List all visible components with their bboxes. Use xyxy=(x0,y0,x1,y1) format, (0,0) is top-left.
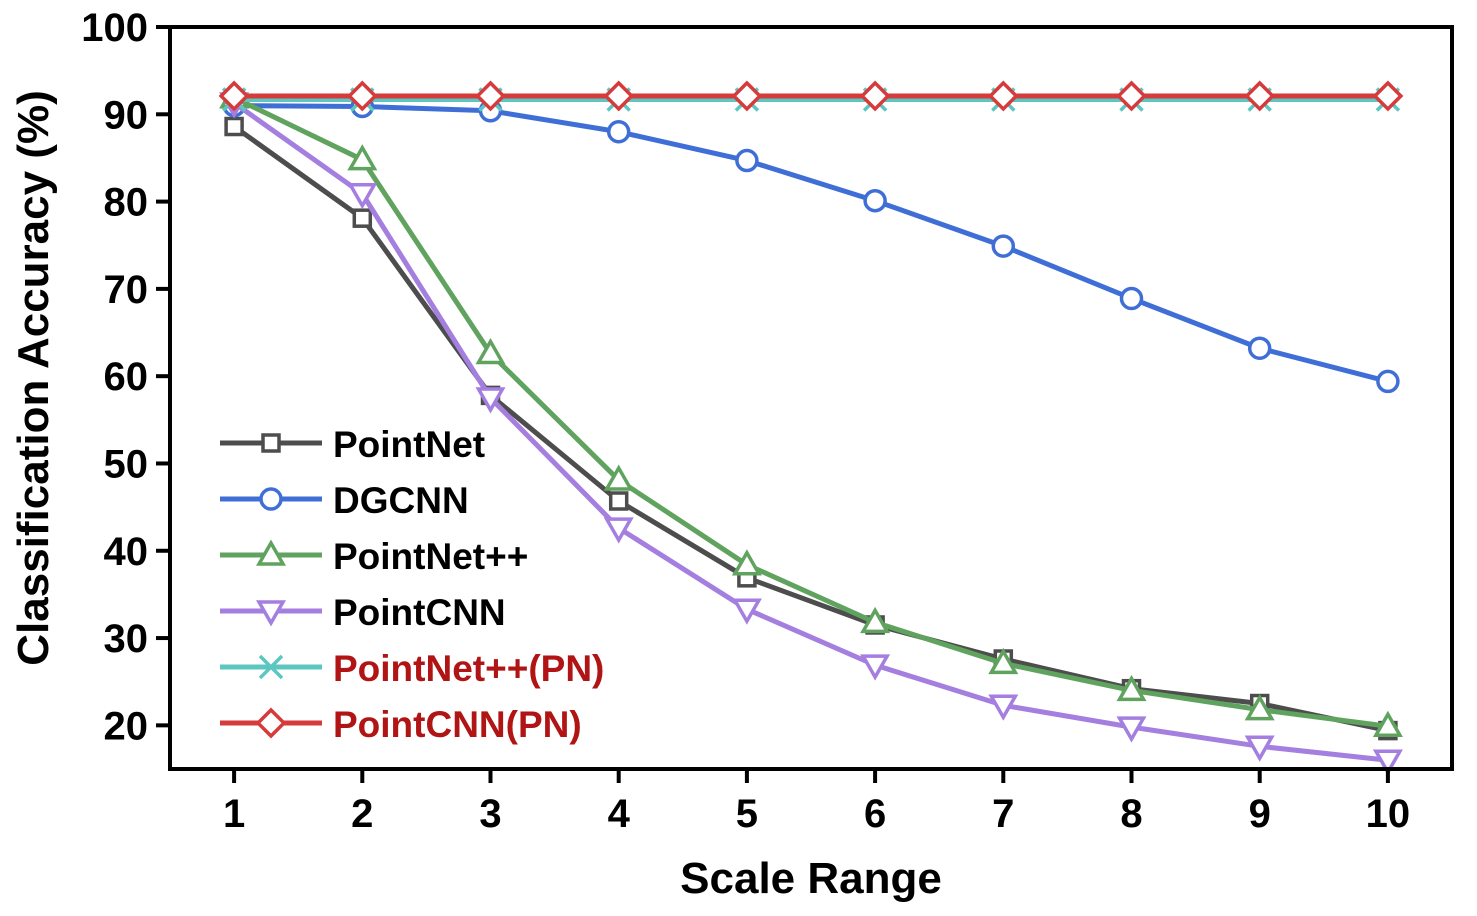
point-pointcnn-pn xyxy=(1116,80,1147,112)
point-pointcnn xyxy=(731,598,762,625)
legend-label: PointCNN xyxy=(333,592,506,633)
legend-marker xyxy=(259,487,283,511)
point-pointnet xyxy=(347,144,378,171)
y-tick-label: 60 xyxy=(104,355,149,399)
series-layer xyxy=(218,80,1404,776)
point-pointcnn-pn xyxy=(475,80,506,112)
point-pointcnn xyxy=(1116,716,1147,743)
x-tick-label: 6 xyxy=(864,792,886,836)
y-tick-label: 40 xyxy=(104,530,149,574)
point-pointcnn xyxy=(860,654,891,681)
legend-item-dgcnn: DGCNN xyxy=(220,480,469,521)
legend: PointNet DGCNN PointNet++ PointCNN PointNet+… xyxy=(220,424,604,745)
y-tick-label: 70 xyxy=(104,268,149,312)
series-line-pointnet xyxy=(233,95,1389,729)
point-pointcnn-pn xyxy=(859,80,891,112)
series-pointcnn-pn xyxy=(218,80,1404,112)
point-pointcnn xyxy=(475,387,506,414)
point-pointcnn xyxy=(988,694,1019,721)
legend-label: PointCNN(PN) xyxy=(333,704,582,745)
point-dgcnn xyxy=(863,188,887,213)
point-pointcnn xyxy=(1372,749,1403,776)
point-pointcnn-pn xyxy=(1244,80,1276,112)
legend-marker xyxy=(261,433,281,453)
point-dgcnn xyxy=(1376,369,1400,394)
y-axis-label: Classification Accuracy (%) xyxy=(9,90,58,665)
series-dgcnn xyxy=(222,93,1400,394)
y-tick-label: 50 xyxy=(104,442,149,486)
legend-item-pointnet-pn: PointNet++(PN) xyxy=(220,648,604,689)
point-dgcnn xyxy=(1247,336,1272,360)
point-pointnet xyxy=(603,464,634,491)
y-tick-label: 20 xyxy=(104,704,149,748)
legend-marker xyxy=(258,654,284,680)
y-tick-label: 100 xyxy=(81,6,148,50)
point-pointcnn xyxy=(1244,735,1275,762)
legend-label: PointNet xyxy=(333,424,485,465)
y-tick-label: 90 xyxy=(104,93,149,137)
point-pointcnn-pn xyxy=(218,80,250,112)
point-pointcnn xyxy=(347,182,378,210)
legend-label: DGCNN xyxy=(333,480,469,521)
point-pointnet xyxy=(475,337,506,365)
point-pointnet xyxy=(224,116,244,137)
point-dgcnn xyxy=(735,148,759,173)
series-line-pointnet xyxy=(232,124,1389,734)
point-pointnet xyxy=(352,208,373,228)
series-pointnet xyxy=(219,82,1403,737)
point-dgcnn xyxy=(606,120,631,144)
legend-label: PointNet++(PN) xyxy=(333,648,604,689)
point-pointcnn-pn xyxy=(603,80,635,112)
x-tick-label: 5 xyxy=(736,792,758,836)
point-dgcnn xyxy=(991,234,1016,258)
point-pointcnn-pn xyxy=(1372,80,1404,112)
legend-item-pointnet: PointNet xyxy=(220,424,485,465)
legend-label: PointNet++ xyxy=(333,536,528,577)
legend-marker xyxy=(255,600,287,627)
point-pointnet xyxy=(1244,694,1275,721)
plot-frame xyxy=(168,25,1454,771)
x-axis-label: Scale Range xyxy=(680,854,942,903)
axis-layer: 1 2 3 4 5 6 7 8 9 10 20 30 40 50 60 70 80 90 100 xyxy=(81,6,1410,836)
point-pointnet xyxy=(731,549,762,576)
x-tick-label: 2 xyxy=(351,792,373,836)
x-tick-label: 3 xyxy=(479,792,501,836)
x-tick-label: 8 xyxy=(1120,792,1142,836)
legend-item-pointnet: PointNet++ xyxy=(220,536,528,577)
point-pointcnn-pn xyxy=(346,80,378,112)
point-pointnet xyxy=(1372,710,1403,737)
point-pointcnn xyxy=(603,517,634,544)
point-pointcnn-pn xyxy=(731,80,763,112)
legend-item-pointcnn: PointCNN xyxy=(220,592,506,633)
x-tick-label: 9 xyxy=(1249,792,1271,836)
point-pointnet xyxy=(608,491,629,511)
y-tick-label: 30 xyxy=(104,617,149,661)
series-line-dgcnn xyxy=(234,103,1389,384)
x-tick-label: 1 xyxy=(223,792,245,836)
x-tick-label: 10 xyxy=(1366,792,1411,836)
point-pointcnn-pn xyxy=(987,80,1019,112)
point-dgcnn xyxy=(1119,286,1144,311)
x-tick-label: 4 xyxy=(608,792,631,836)
point-pointnet xyxy=(860,606,891,634)
legend-item-pointcnn-pn: PointCNN(PN) xyxy=(220,704,582,745)
legend-marker xyxy=(255,707,287,739)
y-tick-label: 80 xyxy=(104,181,149,225)
legend-marker xyxy=(255,539,287,566)
point-pointnet xyxy=(988,647,1019,675)
x-tick-label: 7 xyxy=(992,792,1014,836)
point-pointnet xyxy=(1116,674,1147,702)
series-line-pointcnn xyxy=(232,100,1389,763)
